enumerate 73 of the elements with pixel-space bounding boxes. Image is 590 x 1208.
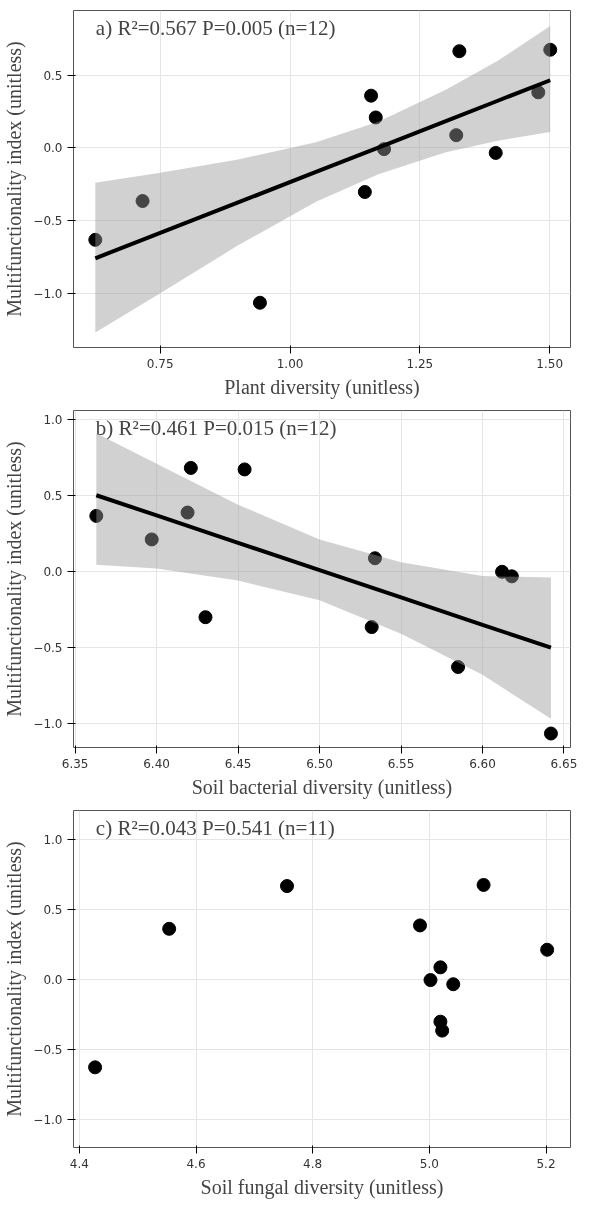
point <box>476 877 491 892</box>
line-series <box>93 78 553 261</box>
point <box>135 194 150 208</box>
point <box>162 921 177 936</box>
point <box>413 918 427 933</box>
y-axis-title: Multifunctionality index (unitless) <box>3 441 27 717</box>
point <box>89 508 104 523</box>
y-tick-label: 0.0 <box>43 972 63 987</box>
point <box>543 42 558 57</box>
point <box>543 726 558 741</box>
line-series <box>94 493 553 650</box>
x-tick-label: 6.35 <box>61 756 89 771</box>
chart-title: b) R²=0.461 P=0.015 (n=12) <box>95 415 337 440</box>
point <box>88 1060 103 1075</box>
x-tick-label: 6.40 <box>143 756 170 771</box>
y-tick-label: 0.5 <box>43 903 63 918</box>
point <box>364 88 379 103</box>
y-tick-label: 0.5 <box>43 68 63 83</box>
x-tick-label: 1.25 <box>406 356 434 371</box>
y-tick-label: −1.0 <box>33 716 63 731</box>
chart-title: a) R²=0.567 P=0.005 (n=12) <box>95 15 336 40</box>
point <box>88 232 103 247</box>
point <box>435 1023 450 1038</box>
point <box>368 110 383 125</box>
x-tick-label: 6.60 <box>469 756 496 771</box>
y-tick-label: −0.5 <box>33 1042 63 1057</box>
x-tick-label: 6.55 <box>387 756 415 771</box>
point <box>446 977 461 992</box>
x-tick-label: 4.4 <box>69 1156 89 1171</box>
point <box>183 460 198 475</box>
point <box>451 660 466 674</box>
y-tick-label: 1.0 <box>43 413 63 428</box>
x-tick-label: 6.65 <box>550 756 578 771</box>
x-tick-label: 4.8 <box>303 1156 323 1171</box>
x-tick-label: 1.00 <box>276 356 304 371</box>
y-tick-label: 1.0 <box>43 833 63 848</box>
chart-title: c) R²=0.043 P=0.541 (n=11) <box>95 815 335 840</box>
point <box>280 879 294 894</box>
x-axis-title: Soil fungal diversity (unitless) <box>200 1175 444 1199</box>
x-tick-label: 0.75 <box>146 356 174 371</box>
y-tick-label: 0.0 <box>43 564 63 579</box>
y-tick-label: −1.0 <box>33 286 63 301</box>
point <box>452 44 467 59</box>
x-tick-label: 6.45 <box>224 756 252 771</box>
point <box>531 85 546 100</box>
point <box>433 960 448 975</box>
point <box>237 462 252 477</box>
point <box>540 942 555 957</box>
y-tick-label: 0.0 <box>43 141 63 156</box>
y-axis-title: Multifunctionality index (unitless) <box>3 41 27 317</box>
point <box>180 505 195 520</box>
x-axis-title: Plant diversity (unitless) <box>224 375 420 399</box>
x-tick-label: 4.6 <box>186 1156 206 1171</box>
y-axis-title: Multifunctionality index (unitless) <box>3 841 27 1117</box>
point <box>504 569 519 584</box>
x-axis-title: Soil bacterial diversity (unitless) <box>191 775 453 799</box>
point <box>488 145 503 160</box>
y-tick-label: −0.5 <box>33 640 63 655</box>
y-tick-label: 0.5 <box>43 489 63 504</box>
point <box>449 128 464 143</box>
point <box>367 551 382 566</box>
point <box>357 185 372 199</box>
point <box>144 532 159 547</box>
x-tick-label: 5.2 <box>536 1156 556 1171</box>
y-tick-label: −0.5 <box>33 214 63 229</box>
point <box>364 620 379 635</box>
point <box>198 610 213 625</box>
x-tick-label: 6.50 <box>306 756 333 771</box>
x-tick-label: 1.50 <box>536 356 564 371</box>
x-tick-label: 5.0 <box>419 1156 439 1171</box>
point <box>252 295 267 310</box>
point <box>423 973 438 988</box>
y-tick-label: −1.0 <box>33 1112 63 1127</box>
